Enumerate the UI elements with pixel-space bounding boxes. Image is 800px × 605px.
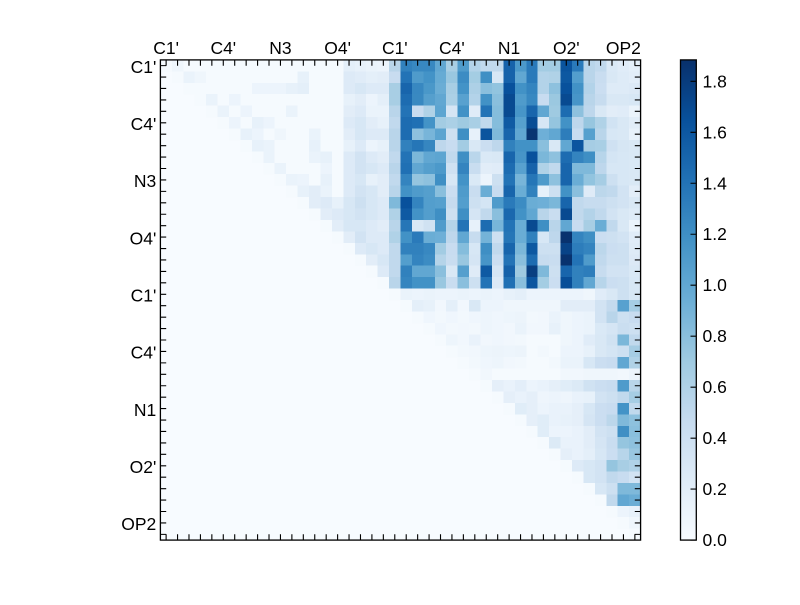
svg-text:1.6: 1.6 xyxy=(703,122,727,142)
svg-text:N1: N1 xyxy=(498,38,520,58)
svg-text:C1': C1' xyxy=(382,38,408,58)
svg-text:O2': O2' xyxy=(130,457,157,477)
svg-text:C1': C1' xyxy=(131,57,157,77)
svg-text:C4': C4' xyxy=(210,38,236,58)
svg-text:N3: N3 xyxy=(269,38,291,58)
svg-text:0.8: 0.8 xyxy=(703,326,727,346)
svg-text:1.8: 1.8 xyxy=(703,71,727,91)
svg-text:OP2: OP2 xyxy=(121,514,156,534)
svg-text:1.2: 1.2 xyxy=(703,224,727,244)
svg-text:N1: N1 xyxy=(134,400,156,420)
svg-text:0.2: 0.2 xyxy=(703,479,727,499)
svg-text:C4': C4' xyxy=(131,114,157,134)
svg-text:1.0: 1.0 xyxy=(703,275,728,295)
svg-text:C4': C4' xyxy=(439,38,465,58)
svg-text:O4': O4' xyxy=(130,228,157,248)
svg-text:C4': C4' xyxy=(131,343,157,363)
svg-text:O2': O2' xyxy=(553,38,580,58)
svg-text:O4': O4' xyxy=(324,38,351,58)
svg-text:0.4: 0.4 xyxy=(703,428,728,448)
svg-text:N3: N3 xyxy=(134,171,156,191)
svg-text:C1': C1' xyxy=(153,38,179,58)
svg-text:1.4: 1.4 xyxy=(703,173,728,193)
svg-text:0.6: 0.6 xyxy=(703,377,727,397)
svg-text:OP2: OP2 xyxy=(606,38,641,58)
svg-text:C1': C1' xyxy=(131,286,157,306)
svg-text:0.0: 0.0 xyxy=(703,530,728,550)
